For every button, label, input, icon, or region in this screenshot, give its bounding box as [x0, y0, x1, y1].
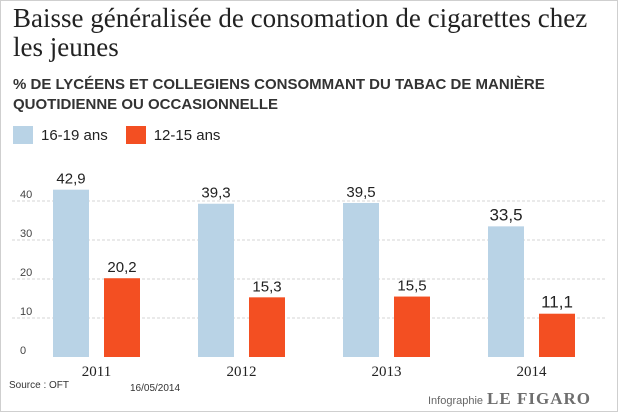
data-label: 39,5 [346, 184, 375, 201]
legend-swatch-series-a [13, 126, 33, 144]
data-label: 15,3 [252, 278, 281, 295]
chart-title: Baisse généralisée de consomation de cig… [13, 3, 588, 62]
bar-series-a [343, 202, 379, 357]
y-tick-label: 0 [20, 345, 26, 357]
legend-item-series-a: 16-19 ans [13, 126, 108, 144]
data-label: 39,3 [201, 185, 230, 202]
credit: Infographie LE FIGARO [428, 389, 591, 409]
data-label: 42,9 [56, 171, 85, 188]
chart-subtitle: % DE LYCÉENS ET COLLEGIENS CONSOMMANT DU… [13, 76, 545, 113]
x-tick-label: 2014 [517, 364, 548, 380]
legend-label-series-a: 16-19 ans [41, 126, 108, 144]
x-tick-label: 2012 [227, 364, 257, 380]
y-tick-label: 40 [20, 189, 32, 201]
data-label: 15,5 [397, 278, 426, 295]
x-tick-label: 2013 [372, 364, 402, 380]
y-tick-label: 20 [20, 267, 32, 279]
data-label: 33,5 [489, 205, 522, 224]
legend-swatch-series-b [125, 126, 146, 144]
bar-series-a [198, 203, 234, 357]
data-label: 20,2 [107, 259, 136, 276]
source-note: Source : OFT [9, 380, 70, 391]
bar-series-b [104, 278, 140, 357]
bar-series-b [394, 296, 430, 357]
brand-logo: LE FIGARO [487, 389, 591, 408]
legend-label-series-b: 12-15 ans [153, 126, 221, 144]
credit-label: Infographie [428, 395, 484, 407]
publication-date: 16/05/2014 [130, 383, 181, 394]
bar-series-b [539, 313, 575, 357]
x-tick-label: 2011 [82, 364, 111, 380]
legend: 16-19 ans 12-15 ans [13, 124, 238, 146]
data-label: 11,1 [541, 293, 573, 312]
bar-series-a [488, 226, 524, 357]
bar-series-a [53, 189, 89, 357]
bar-series-b [249, 297, 285, 357]
legend-item-series-b: 12-15 ans [125, 126, 221, 144]
y-tick-label: 10 [20, 306, 32, 318]
y-tick-label: 30 [20, 228, 32, 240]
